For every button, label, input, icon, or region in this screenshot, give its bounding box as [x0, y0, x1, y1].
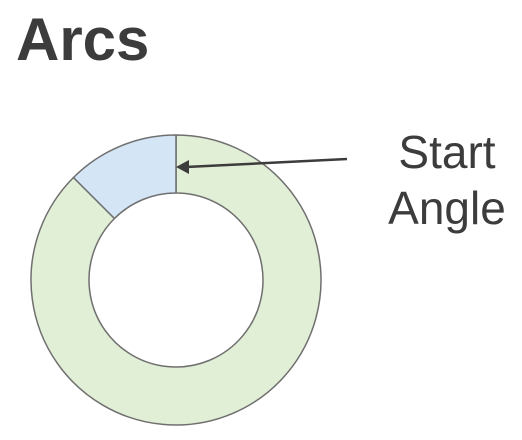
start-angle-arrow	[176, 157, 348, 174]
large-arc	[30, 134, 322, 426]
start-angle-label-line1: Start	[398, 126, 496, 178]
start-angle-label-line2: Angle	[388, 182, 506, 234]
arrow-head-icon	[176, 160, 189, 174]
donut-ring	[30, 134, 322, 426]
page-title: Arcs	[16, 6, 150, 73]
start-angle-label: Start Angle	[374, 124, 520, 236]
arrow-shaft	[185, 157, 348, 169]
small-arc	[72, 134, 177, 220]
